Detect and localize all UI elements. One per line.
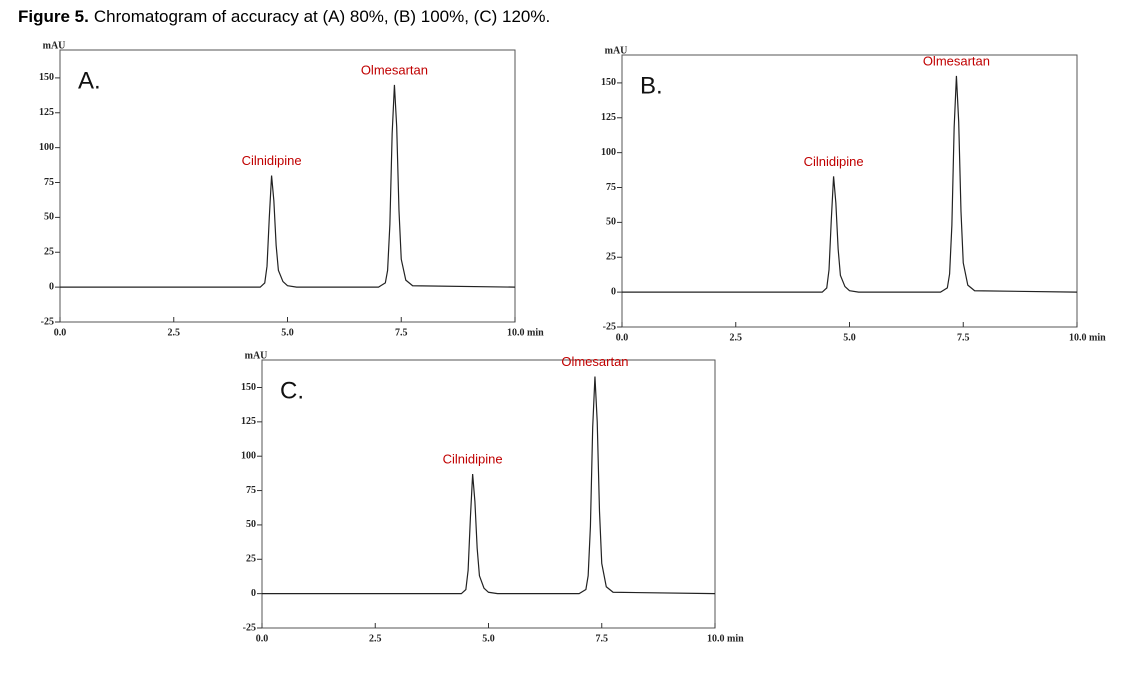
trace: [60, 84, 516, 288]
x-tick-label: 10.0 min: [707, 633, 744, 644]
x-tick-label: 7.5: [395, 327, 408, 338]
x-tick-label: 2.5: [168, 327, 181, 338]
chart-panel: mAU C. -25 0 25 50 75 100 125 150 0.0 2.5 5.0 7.5 10.0…: [241, 350, 744, 644]
trace: [262, 376, 716, 595]
y-tick-label: 150: [39, 72, 54, 83]
x-tick-label: 2.5: [730, 332, 743, 343]
y-tick-label: -25: [603, 321, 616, 332]
x-tick-label: 2.5: [369, 633, 382, 644]
y-tick-label: 50: [606, 217, 616, 228]
y-tick-label: 50: [246, 519, 256, 530]
y-tick-label: 0: [49, 281, 54, 292]
x-tick-label: 5.0: [843, 332, 856, 343]
y-tick-label: 100: [39, 142, 54, 153]
plot-frame: [261, 359, 716, 629]
x-tick-label: 0.0: [616, 332, 629, 343]
y-tick-label: 100: [241, 451, 256, 462]
y-tick-label: 50: [44, 212, 54, 223]
peak-annotation: Cilnidipine: [804, 154, 864, 169]
x-tick-label: 7.5: [596, 633, 609, 644]
y-tick-label: 125: [39, 107, 54, 118]
x-tick-label: 5.0: [482, 633, 495, 644]
y-tick-label: 150: [601, 77, 616, 88]
y-tick-label: 75: [606, 182, 616, 193]
y-tick-label: 100: [601, 147, 616, 158]
peak-annotation: Olmesartan: [361, 62, 428, 77]
y-axis-label: mAU: [43, 40, 66, 51]
trace: [622, 75, 1078, 293]
y-tick-label: 75: [246, 485, 256, 496]
panel-label: C.: [280, 377, 304, 404]
caption: Figure 5. Chromatogram of accuracy at (A)…: [18, 7, 550, 26]
caption-text: Chromatogram of accuracy at (A) 80%, (B)…: [94, 7, 550, 26]
y-tick-label: 75: [44, 177, 54, 188]
x-tick-label: 0.0: [256, 633, 269, 644]
caption-label: Figure 5.: [18, 7, 89, 26]
x-tick-label: 5.0: [281, 327, 294, 338]
x-tick-label: 7.5: [957, 332, 970, 343]
plot-frame: [59, 49, 516, 323]
panel-label: A.: [78, 67, 101, 94]
y-tick-label: 150: [241, 382, 256, 393]
y-tick-label: 25: [606, 252, 616, 263]
y-tick-label: -25: [243, 622, 256, 633]
peak-annotation: Olmesartan: [561, 354, 628, 369]
peak-annotation: Olmesartan: [923, 53, 990, 68]
plot-frame: [621, 54, 1078, 328]
panel-label: B.: [640, 72, 663, 99]
y-tick-label: -25: [41, 316, 54, 327]
x-tick-label: 10.0 min: [507, 327, 544, 338]
peak-annotation: Cilnidipine: [443, 452, 503, 467]
chart-panel: mAU A. -25 0 25 50 75 100 125 150 0.0 2.5 5.0 7.5 10.0…: [39, 40, 544, 338]
x-tick-label: 0.0: [54, 327, 67, 338]
y-tick-label: 125: [241, 416, 256, 427]
chart-panel: mAU B. -25 0 25 50 75 100 125 150 0.0 2.5 5.0 7.5 10.0…: [601, 45, 1106, 343]
peak-annotation: Cilnidipine: [242, 153, 302, 168]
y-tick-label: 125: [601, 112, 616, 123]
y-tick-label: 0: [251, 588, 256, 599]
y-axis-label: mAU: [245, 350, 268, 361]
x-tick-label: 10.0 min: [1069, 332, 1106, 343]
y-axis-label: mAU: [605, 45, 628, 56]
y-tick-label: 25: [44, 247, 54, 258]
y-tick-label: 25: [246, 554, 256, 565]
y-tick-label: 0: [611, 286, 616, 297]
